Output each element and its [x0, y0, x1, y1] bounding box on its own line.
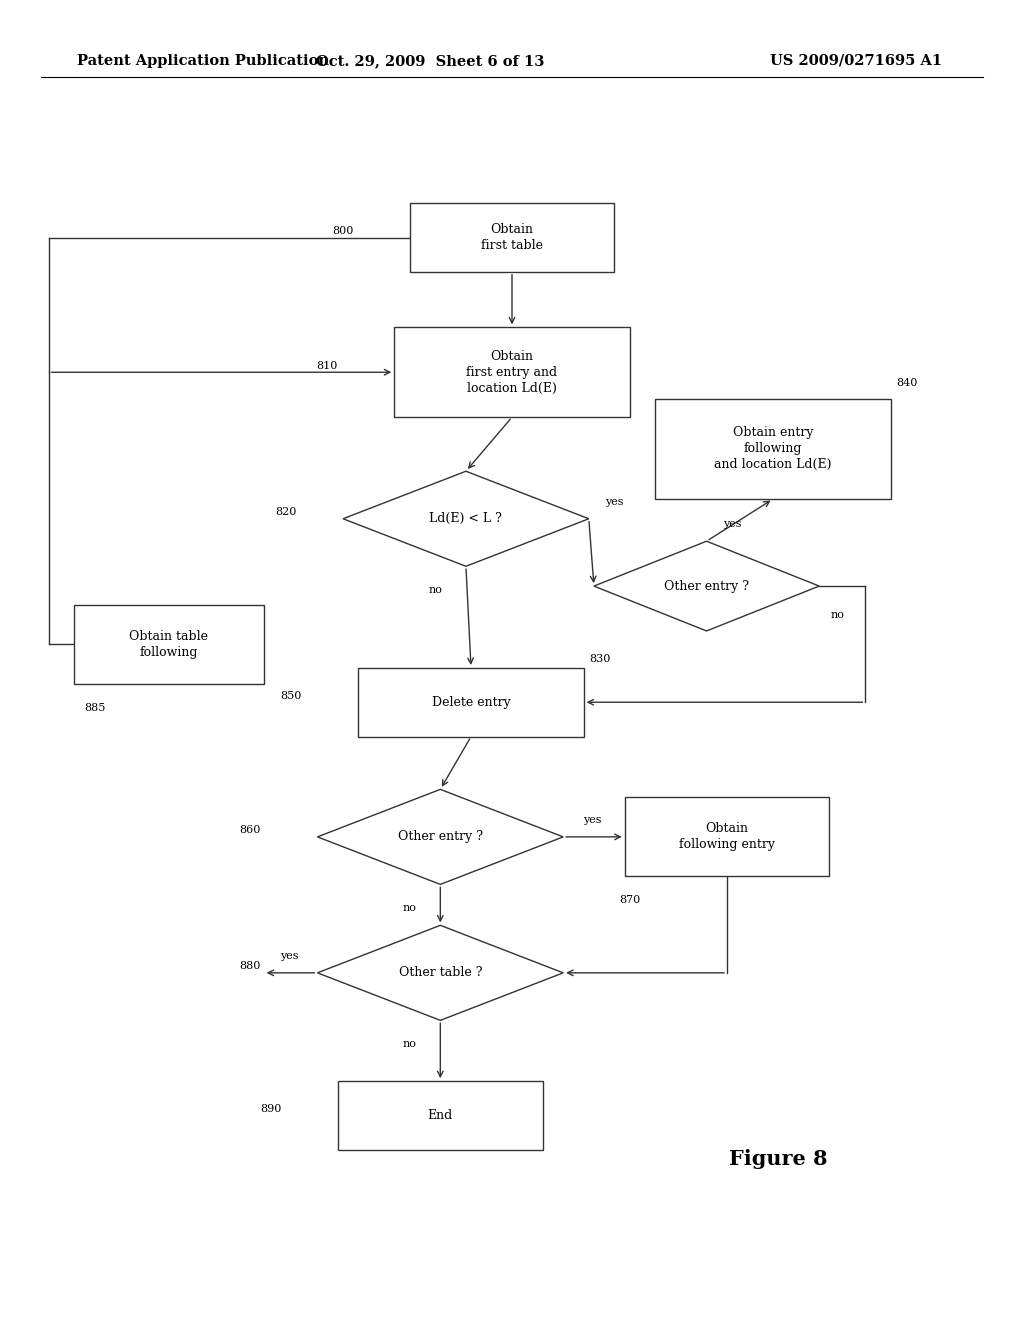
Text: Oct. 29, 2009  Sheet 6 of 13: Oct. 29, 2009 Sheet 6 of 13 [315, 54, 545, 67]
Text: yes: yes [280, 950, 298, 961]
Text: 885: 885 [84, 702, 105, 713]
FancyBboxPatch shape [358, 668, 584, 737]
Text: 800: 800 [332, 226, 353, 236]
Text: 830: 830 [589, 653, 610, 664]
Text: 870: 870 [620, 895, 641, 906]
Text: Ld(E) < L ?: Ld(E) < L ? [429, 512, 503, 525]
Text: Obtain
following entry: Obtain following entry [679, 822, 775, 851]
FancyBboxPatch shape [625, 797, 829, 876]
Text: no: no [830, 610, 845, 620]
FancyBboxPatch shape [338, 1081, 543, 1150]
Text: no: no [402, 903, 417, 913]
Text: 820: 820 [275, 507, 297, 517]
Text: Delete entry: Delete entry [432, 696, 510, 709]
Polygon shape [317, 925, 563, 1020]
Text: Obtain
first entry and
location Ld(E): Obtain first entry and location Ld(E) [467, 350, 557, 395]
Polygon shape [317, 789, 563, 884]
Text: Other entry ?: Other entry ? [664, 579, 750, 593]
FancyBboxPatch shape [394, 327, 630, 417]
Polygon shape [343, 471, 589, 566]
Text: 890: 890 [260, 1104, 282, 1114]
Text: Other entry ?: Other entry ? [397, 830, 483, 843]
Text: Other table ?: Other table ? [398, 966, 482, 979]
Text: no: no [428, 585, 442, 595]
Text: 850: 850 [281, 690, 302, 701]
Polygon shape [594, 541, 819, 631]
Text: Obtain table
following: Obtain table following [129, 630, 209, 659]
Text: Patent Application Publication: Patent Application Publication [77, 54, 329, 67]
Text: yes: yes [723, 519, 741, 529]
Text: no: no [402, 1039, 417, 1049]
Text: 860: 860 [240, 825, 261, 836]
Text: 880: 880 [240, 961, 261, 972]
Text: Obtain
first table: Obtain first table [481, 223, 543, 252]
Text: yes: yes [605, 496, 624, 507]
Text: Obtain entry
following
and location Ld(E): Obtain entry following and location Ld(E… [715, 426, 831, 471]
FancyBboxPatch shape [75, 605, 264, 684]
Text: yes: yes [583, 814, 601, 825]
Text: US 2009/0271695 A1: US 2009/0271695 A1 [770, 54, 942, 67]
FancyBboxPatch shape [410, 203, 614, 272]
Text: 810: 810 [316, 360, 338, 371]
Text: 840: 840 [896, 378, 918, 388]
FancyBboxPatch shape [655, 399, 891, 499]
Text: End: End [428, 1109, 453, 1122]
Text: Figure 8: Figure 8 [729, 1148, 827, 1170]
